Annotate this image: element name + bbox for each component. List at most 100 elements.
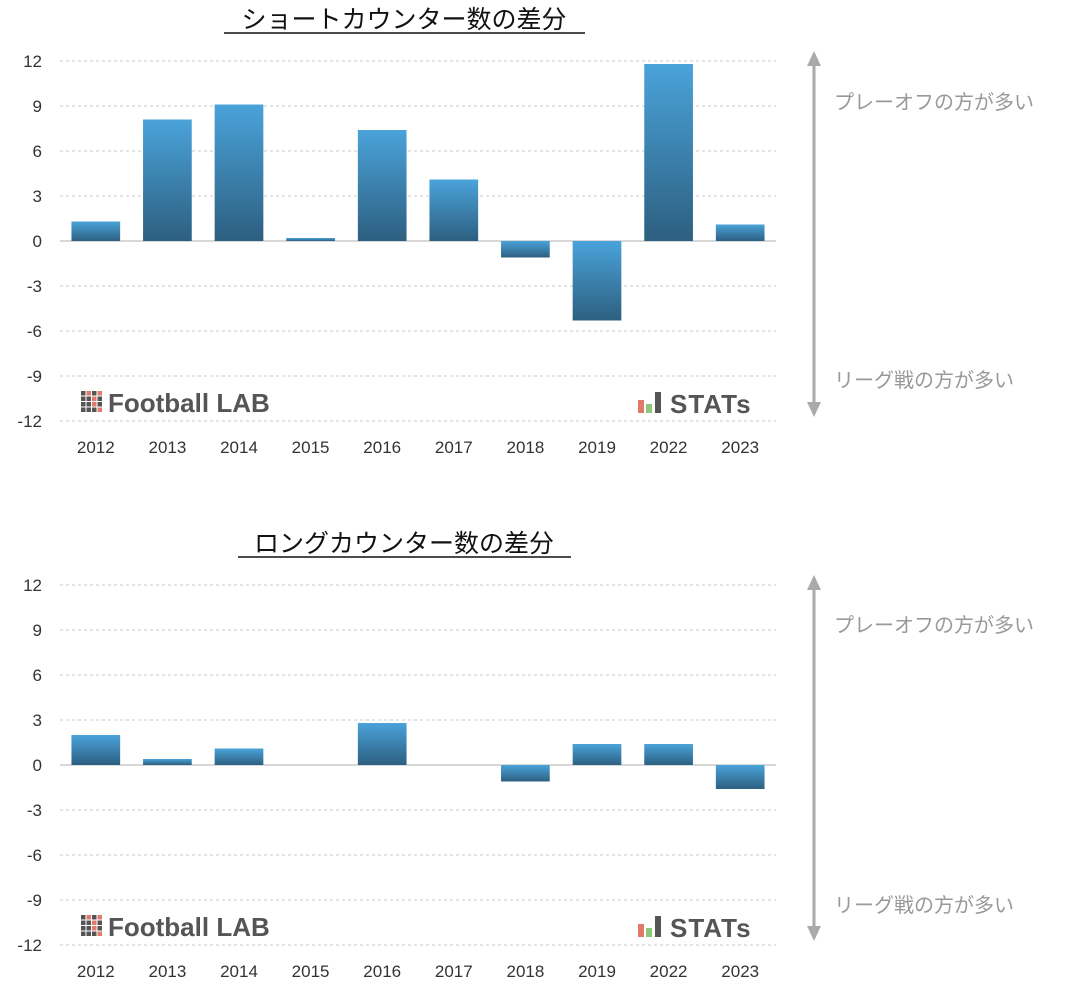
upper-annotation: プレーオフの方が多い bbox=[834, 90, 1034, 114]
logo-cell bbox=[92, 391, 97, 396]
logo-cell bbox=[81, 402, 86, 407]
logo-cell bbox=[92, 396, 97, 401]
y-tick-label: -12 bbox=[17, 412, 42, 431]
y-tick-label: 12 bbox=[23, 52, 42, 71]
bar-2023 bbox=[715, 224, 765, 241]
y-tick-label: -6 bbox=[27, 846, 42, 865]
y-tick-label: 0 bbox=[33, 232, 42, 251]
football-lab-logo: Football LAB bbox=[81, 388, 270, 418]
x-tick-label: 2017 bbox=[435, 438, 473, 457]
logo-cell bbox=[81, 391, 86, 396]
y-tick-label: 9 bbox=[33, 97, 42, 116]
logo-cell bbox=[81, 407, 86, 412]
y-tick-label: -6 bbox=[27, 322, 42, 341]
x-tick-label: 2013 bbox=[148, 438, 186, 457]
logo-cell bbox=[97, 926, 102, 931]
x-tick-label: 2018 bbox=[506, 438, 544, 457]
y-tick-label: 6 bbox=[33, 142, 42, 161]
bar-2017 bbox=[429, 179, 479, 241]
chart-title: ロングカウンター数の差分 bbox=[254, 529, 554, 558]
y-tick-label: -9 bbox=[27, 367, 42, 386]
x-tick-label: 2019 bbox=[578, 438, 616, 457]
logo-cell bbox=[86, 391, 91, 396]
bar-2014 bbox=[214, 748, 264, 765]
direction-arrow bbox=[807, 575, 821, 941]
logo-cell bbox=[86, 407, 91, 412]
x-tick-label: 2023 bbox=[721, 962, 759, 981]
long-counter-chart: ロングカウンター数の差分 12 9 6 3 0 -3 -6 -9 -12 2012 2013 2014… bbox=[17, 529, 1034, 981]
y-tick-label: -12 bbox=[17, 936, 42, 955]
bar-2019 bbox=[572, 241, 622, 321]
y-tick-label: 3 bbox=[33, 711, 42, 730]
y-tick-label: -3 bbox=[27, 277, 42, 296]
y-tick-label: 12 bbox=[23, 576, 42, 595]
lower-annotation: リーグ戦の方が多い bbox=[834, 368, 1014, 392]
logo-cell bbox=[81, 926, 86, 931]
x-tick-label: 2022 bbox=[650, 962, 688, 981]
svg-text:STATs: STATs bbox=[670, 389, 752, 419]
logo-cell bbox=[97, 931, 102, 936]
logo-cell bbox=[97, 402, 102, 407]
logo-cell bbox=[86, 915, 91, 920]
svg-text:Football LAB: Football LAB bbox=[108, 388, 270, 418]
direction-arrow bbox=[807, 51, 821, 417]
x-tick-label: 2014 bbox=[220, 438, 258, 457]
logo-cell bbox=[81, 931, 86, 936]
logo-cell bbox=[97, 391, 102, 396]
bar-2013 bbox=[143, 759, 192, 765]
upper-annotation: プレーオフの方が多い bbox=[834, 613, 1034, 637]
y-tick-label: 3 bbox=[33, 187, 42, 206]
y-tick-label: 0 bbox=[33, 756, 42, 775]
x-tick-label: 2012 bbox=[77, 438, 115, 457]
svg-text:Football LAB: Football LAB bbox=[108, 912, 270, 942]
x-tick-label: 2023 bbox=[721, 438, 759, 457]
stats-logo: STATs bbox=[638, 389, 752, 419]
logo-cell bbox=[97, 915, 102, 920]
y-tick-label: 6 bbox=[33, 666, 42, 685]
logo-cell bbox=[92, 402, 97, 407]
bar-2012 bbox=[71, 735, 121, 765]
logo-cell bbox=[92, 407, 97, 412]
logo-cell bbox=[81, 915, 86, 920]
x-tick-label: 2022 bbox=[650, 438, 688, 457]
short-counter-chart: ショートカウンター数の差分 12 9 6 3 0 -3 -6 -9 -12 2012 2013 201… bbox=[17, 5, 1034, 457]
logo-cell bbox=[86, 920, 91, 925]
bar-2022 bbox=[644, 64, 693, 241]
bar-2023 bbox=[715, 765, 765, 789]
bar-2022 bbox=[644, 744, 693, 765]
logo-cell bbox=[97, 920, 102, 925]
logo-cell bbox=[97, 396, 102, 401]
logo-cell bbox=[92, 915, 97, 920]
x-tick-label: 2019 bbox=[578, 962, 616, 981]
x-tick-label: 2013 bbox=[148, 962, 186, 981]
logo-cell bbox=[92, 920, 97, 925]
svg-text:STATs: STATs bbox=[670, 913, 752, 943]
x-tick-label: 2015 bbox=[292, 962, 330, 981]
bar-2018 bbox=[501, 765, 550, 782]
bar-2019 bbox=[572, 744, 622, 765]
x-tick-label: 2014 bbox=[220, 962, 258, 981]
bar-2016 bbox=[357, 130, 407, 241]
x-tick-label: 2016 bbox=[363, 438, 401, 457]
logo-cell bbox=[86, 931, 91, 936]
y-tick-label: -3 bbox=[27, 801, 42, 820]
logo-cell bbox=[81, 920, 86, 925]
bar-2018 bbox=[501, 241, 550, 258]
logo-cell bbox=[92, 931, 97, 936]
lower-annotation: リーグ戦の方が多い bbox=[834, 893, 1014, 917]
logo-cell bbox=[86, 396, 91, 401]
logo-cell bbox=[81, 396, 86, 401]
logo-cell bbox=[86, 402, 91, 407]
chart-panel-long-counter: ロングカウンター数の差分 12 9 6 3 0 -3 -6 -9 -12 2012 2013 2014… bbox=[0, 510, 1086, 990]
x-tick-label: 2018 bbox=[506, 962, 544, 981]
x-tick-label: 2012 bbox=[77, 962, 115, 981]
x-tick-label: 2016 bbox=[363, 962, 401, 981]
bar-2016 bbox=[357, 723, 407, 765]
logo-cell bbox=[86, 926, 91, 931]
y-tick-label: -9 bbox=[27, 891, 42, 910]
y-tick-label: 9 bbox=[33, 621, 42, 640]
bar-2015 bbox=[286, 238, 335, 241]
x-tick-label: 2015 bbox=[292, 438, 330, 457]
football-lab-logo: Football LAB bbox=[81, 912, 270, 942]
stats-logo: STATs bbox=[638, 913, 752, 943]
